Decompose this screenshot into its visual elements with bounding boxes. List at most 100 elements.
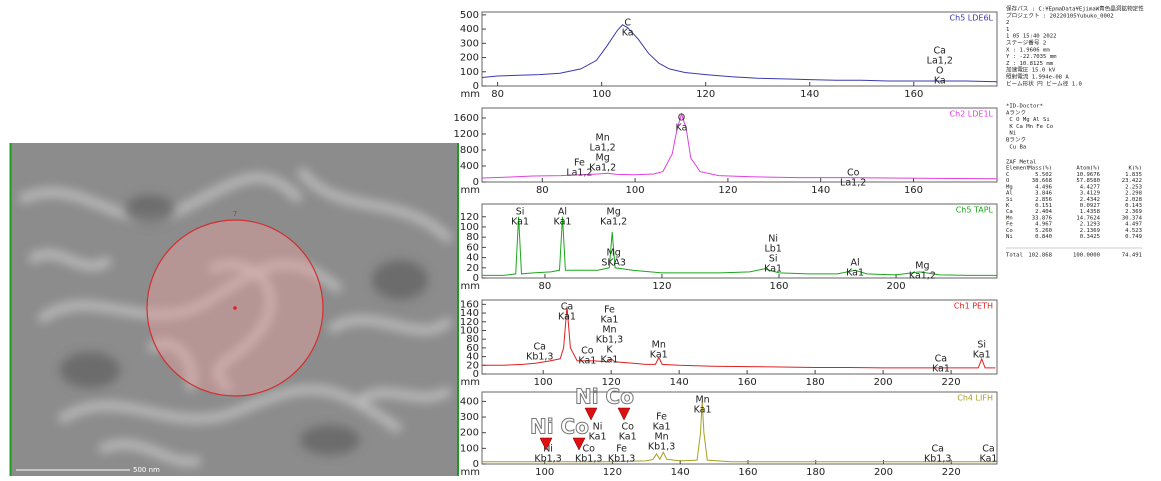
- x-tick-label: 160: [738, 377, 757, 388]
- peak-label: Ka: [934, 76, 946, 87]
- table-cell: 0.3425: [1080, 234, 1100, 240]
- table-cell: 0.151: [1035, 203, 1052, 209]
- table-cell: 14.7624: [1076, 215, 1100, 221]
- sem-image: [10, 143, 459, 476]
- x-axis-label: mm: [461, 89, 480, 100]
- table-cell: 3.846: [1035, 191, 1052, 197]
- table-cell: 1.835: [1125, 172, 1142, 178]
- callout: Ni Co: [575, 385, 634, 409]
- x-tick-label: 100: [626, 185, 645, 196]
- table-cell: 2.1369: [1080, 228, 1100, 234]
- peak-label: Ka1: [980, 454, 998, 465]
- peak-label: Kb1,3: [608, 454, 635, 465]
- info-line: *ID-Doctor*: [1006, 104, 1043, 110]
- table-cell: Mg: [1006, 184, 1013, 190]
- table-cell: 57.8580: [1076, 178, 1100, 184]
- info-line: X : 1.9606 mm: [1006, 47, 1050, 53]
- peak-label: Ka1,2: [909, 271, 936, 282]
- table-cell: 2.253: [1125, 184, 1142, 190]
- info-line: ビーム形状 円 ビーム径 1.0: [1006, 79, 1082, 87]
- table-cell: Mass(%): [1028, 166, 1052, 172]
- x-tick-label: 140: [811, 185, 830, 196]
- table-cell: Ca: [1006, 209, 1013, 215]
- table-cell: 0.0927: [1080, 203, 1100, 209]
- peak-label: Ka1: [932, 364, 950, 375]
- peak-label: Ka1: [578, 356, 596, 367]
- table-cell: 0.143: [1125, 203, 1142, 209]
- table-cell: 4.496: [1035, 184, 1052, 190]
- y-tick-label: 200: [460, 53, 479, 64]
- table-cell: 2.028: [1125, 197, 1142, 203]
- x-tick-label: 140: [671, 467, 690, 477]
- peak-label: Ka1: [764, 264, 782, 275]
- peak-label: Ka1,2: [589, 163, 616, 174]
- x-tick-label: 80: [491, 89, 504, 100]
- table-cell: 2.1293: [1080, 222, 1100, 228]
- table-cell: 23.422: [1122, 178, 1142, 184]
- table-cell: 30.374: [1122, 215, 1143, 221]
- table-cell: Element: [1006, 166, 1030, 172]
- peak-label: Ka1: [511, 217, 529, 228]
- info-line: 1: [1006, 27, 1009, 33]
- info-line: プロジェクト : 20220105Yubuko_0002: [1006, 12, 1114, 19]
- x-axis-label: mm: [461, 467, 480, 477]
- info-line: 保存パス : C:¥EpmaData¥EjimaW青色晶洞鉱物定性: [1006, 5, 1144, 13]
- table-cell: 74.491: [1122, 253, 1142, 259]
- chart-title: Ch4 LIFH: [957, 394, 993, 403]
- table-cell: K(%): [1129, 166, 1142, 172]
- peak-label: Ka1: [973, 350, 991, 361]
- table-cell: 1.4358: [1080, 209, 1101, 215]
- x-axis-label: mm: [461, 185, 480, 196]
- table-cell: Atom(%): [1076, 166, 1100, 172]
- x-tick-label: 80: [536, 185, 549, 196]
- chart-title: Ch2 LDE1L: [949, 110, 993, 119]
- x-tick-label: 180: [806, 467, 825, 477]
- table-cell: 102.868: [1028, 253, 1052, 259]
- x-tick-label: 160: [904, 185, 923, 196]
- plot-frame: [482, 108, 997, 182]
- x-tick-label: 160: [904, 89, 923, 100]
- y-tick-label: 1200: [454, 129, 479, 140]
- peak-label: Ka: [676, 123, 688, 134]
- info-line: 加速電圧 15.0 kV: [1006, 66, 1056, 74]
- y-tick-label: 60: [466, 242, 479, 253]
- table-cell: 38.668: [1032, 178, 1053, 184]
- info-line: Ni: [1006, 131, 1016, 137]
- table-cell: Si: [1006, 197, 1013, 203]
- x-tick-label: 200: [874, 377, 893, 388]
- table-cell: 4.4277: [1080, 184, 1100, 190]
- plot-frame: [482, 12, 997, 86]
- table-cell: Co: [1006, 228, 1013, 234]
- screen: 7 500 nm 010020030040050080100120140160m…: [0, 0, 1161, 477]
- x-tick-label: 180: [806, 377, 825, 388]
- table-cell: 4.967: [1035, 222, 1052, 228]
- info-line: Y : -22.7035 mm: [1006, 54, 1057, 60]
- info-line: Z : 10.8125 mm: [1006, 61, 1054, 67]
- info-line: 1 05 15:40 2022: [1006, 34, 1057, 40]
- x-tick-label: 140: [670, 377, 689, 388]
- peak-label: Ka1: [558, 312, 576, 323]
- y-tick-label: 800: [460, 145, 479, 156]
- scale-label: 500 nm: [133, 466, 160, 474]
- x-tick-label: 220: [942, 377, 961, 388]
- y-tick-label: 200: [460, 428, 479, 439]
- chart-title: Ch5 TAPL: [956, 206, 994, 215]
- peak-label: Kb1,3: [924, 454, 951, 465]
- info-line: 照射電流 1.994e-08 A: [1006, 73, 1069, 81]
- x-axis-label: mm: [461, 377, 480, 388]
- marker-label: 7: [233, 210, 237, 218]
- x-tick-label: 120: [603, 467, 622, 477]
- table-cell: 2.298: [1125, 191, 1142, 197]
- table-cell: O: [1006, 178, 1010, 184]
- table-cell: 2.404: [1035, 209, 1052, 215]
- x-tick-label: 200: [874, 467, 893, 477]
- page: 7 500 nm 010020030040050080100120140160m…: [0, 0, 1161, 477]
- x-tick-label: 140: [800, 89, 819, 100]
- table-cell: 2.369: [1125, 209, 1142, 215]
- peak-label: Kb1,3: [575, 454, 602, 465]
- table-cell: Al: [1006, 191, 1013, 197]
- table-cell: 2.856: [1035, 197, 1052, 203]
- x-tick-label: 160: [769, 281, 788, 292]
- y-tick-label: 160: [460, 299, 479, 310]
- peak-label: Ka1: [601, 355, 619, 366]
